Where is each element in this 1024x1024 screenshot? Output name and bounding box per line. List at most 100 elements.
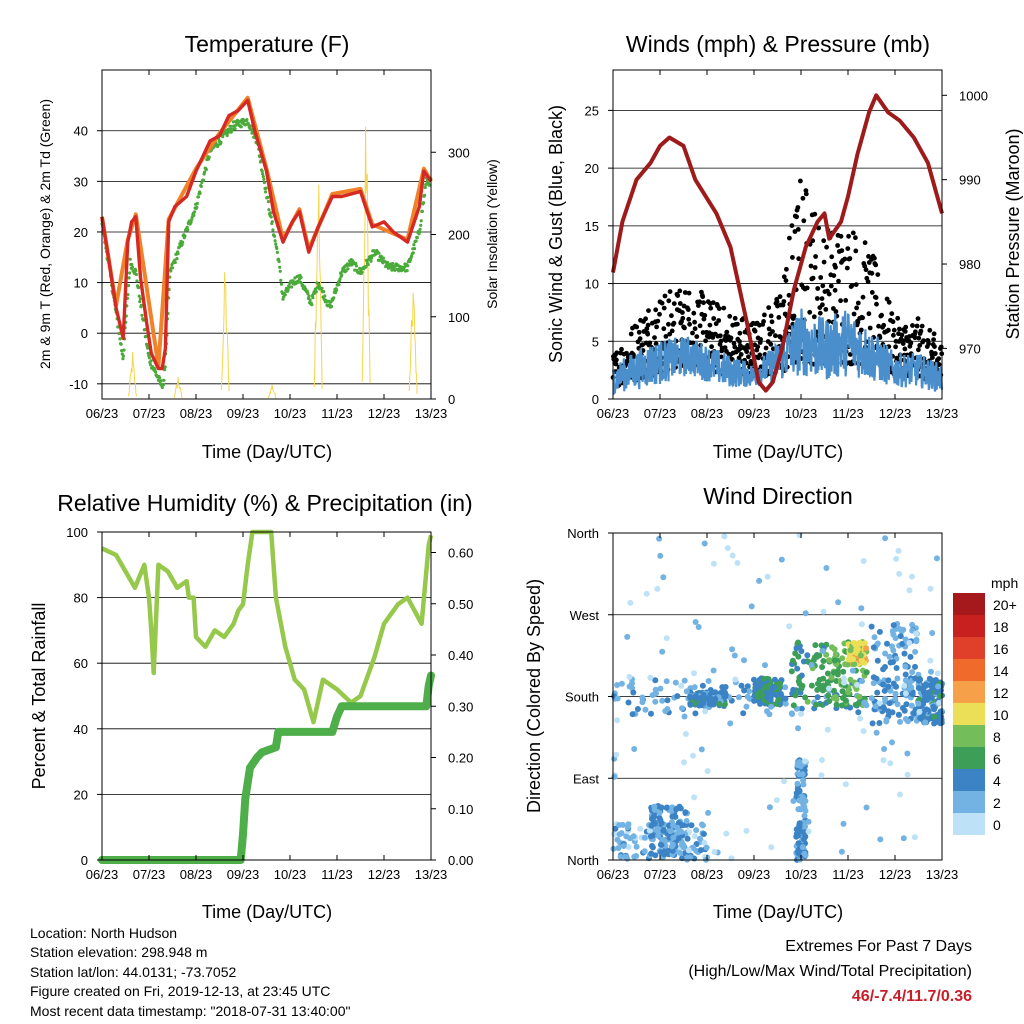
gust-point: [930, 355, 935, 360]
dewpoint-point: [262, 177, 266, 181]
direction-point: [691, 833, 698, 840]
direction-point: [800, 801, 807, 808]
direction-point: [906, 587, 913, 594]
direction-point: [835, 599, 842, 606]
gust-point: [731, 341, 737, 346]
gust-point: [860, 315, 865, 321]
x-tick-label: 11/23: [321, 406, 353, 421]
gust-point: [921, 338, 926, 343]
station-location: Location: North Hudson: [30, 925, 178, 941]
direction-point: [734, 560, 741, 566]
direction-point: [627, 835, 634, 842]
gust-point: [784, 266, 789, 272]
direction-point: [657, 841, 664, 848]
gust-point: [795, 227, 801, 232]
sonic-wind-line: [611, 308, 944, 396]
gust-point: [808, 263, 814, 269]
gust-point: [903, 324, 909, 330]
dewpoint-point: [419, 223, 423, 227]
gust-point: [832, 287, 838, 293]
gust-point: [812, 211, 818, 217]
gust-point: [666, 321, 671, 327]
direction-point: [797, 762, 804, 769]
dewpoint-point: [275, 250, 279, 254]
dewpoint-point: [279, 282, 283, 286]
direction-point: [741, 687, 748, 694]
direction-point: [796, 788, 803, 795]
gust-point: [701, 300, 706, 306]
direction-point: [892, 690, 899, 697]
direction-point: [660, 574, 667, 581]
dewpoint-point: [264, 186, 268, 190]
direction-point: [624, 824, 631, 831]
dewpoint-point: [192, 213, 196, 217]
solar-insolation-line: [267, 384, 277, 399]
direction-point: [627, 599, 634, 606]
gust-point: [826, 291, 832, 297]
direction-point: [868, 695, 875, 702]
direction-point: [705, 678, 712, 684]
gust-point: [732, 315, 738, 321]
direction-point: [820, 608, 827, 615]
recent-timestamp: Most recent data timestamp: "2018-07-31 …: [30, 1002, 351, 1019]
direction-point: [796, 806, 803, 812]
gust-point: [659, 300, 665, 306]
direction-point: [798, 710, 805, 717]
dewpoint-point: [147, 356, 151, 360]
gust-point: [645, 331, 651, 337]
gust-point: [846, 233, 851, 239]
dewpoint-point: [266, 200, 270, 204]
x-tick-label: 08/23: [180, 406, 213, 421]
x-tick-label: 12/23: [368, 406, 401, 421]
direction-point: [893, 555, 900, 562]
direction-point: [794, 665, 801, 672]
y-tick-label: 100: [66, 525, 88, 540]
direction-point: [710, 667, 717, 674]
direction-point: [882, 650, 889, 657]
dewpoint-point: [414, 239, 418, 243]
direction-point: [656, 809, 663, 816]
direction-point: [782, 684, 789, 691]
y-tick-label: West: [570, 608, 600, 623]
direction-point: [902, 677, 909, 684]
direction-point: [614, 695, 621, 702]
direction-point: [786, 623, 793, 630]
gust-point: [873, 262, 879, 268]
x-tick-label: 10/23: [274, 406, 307, 421]
direction-point: [890, 659, 896, 665]
direction-point: [618, 830, 625, 837]
speed-legend: mph 20+ 18 16 14 12 10 8 6 4 2 0: [953, 575, 1018, 835]
temperature-title: Temperature (F): [185, 31, 350, 57]
direction-point: [695, 624, 702, 630]
winds-title: Winds (mph) & Pressure (mb): [626, 31, 930, 57]
gust-point: [818, 275, 824, 280]
gust-point: [869, 290, 875, 295]
direction-point: [691, 670, 697, 677]
direction-point: [858, 621, 865, 628]
gust-point: [889, 311, 895, 316]
direction-point: [679, 705, 685, 712]
dewpoint-point: [405, 269, 409, 273]
direction-point: [692, 693, 699, 700]
direction-point: [872, 703, 879, 710]
gust-point: [746, 354, 751, 360]
dewpoint-point: [126, 293, 130, 297]
direction-point: [800, 658, 807, 665]
direction-point: [812, 642, 819, 649]
direction-point: [863, 669, 870, 676]
gust-point: [737, 339, 742, 344]
dewpoint-point: [267, 208, 271, 212]
dewpoint-point: [366, 262, 370, 267]
gust-point: [890, 319, 896, 325]
gust-point: [849, 283, 855, 288]
winds-series: [610, 93, 945, 396]
solar-insolation-line: [220, 272, 230, 392]
x-tick-label: 07/23: [133, 406, 166, 421]
gust-point: [637, 336, 643, 342]
direction-point: [701, 540, 708, 547]
direction-point: [896, 791, 903, 798]
gust-point: [872, 255, 877, 261]
y-tick-label: 5: [592, 334, 599, 349]
dewpoint-point: [346, 267, 350, 271]
dewpoint-point: [406, 264, 410, 268]
